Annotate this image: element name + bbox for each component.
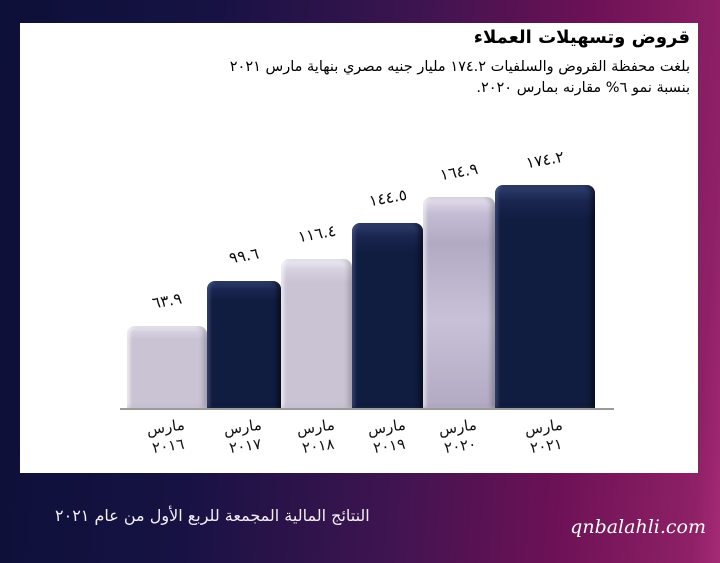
bar-value-label: ١٤٤.٥ [367, 185, 408, 211]
bar-value-label: ١٦٤.٩ [438, 159, 480, 185]
x-axis-label: مارس ٢٠٢٠ [417, 413, 502, 462]
chart-subtitle-line1: بلغت محفظة القروض والسلفيات ١٧٤.٢ مليار … [229, 59, 690, 75]
bar-value-label: ٦٣.٩ [150, 289, 184, 313]
bar [423, 197, 495, 408]
x-axis-label: مارس ٢٠١٧ [202, 413, 287, 462]
chart-subtitle-line2: بنسبة نمو ٦% مقارنه بمارس ٢٠٢٠. [476, 80, 690, 96]
bar [207, 281, 281, 408]
x-axis-label: مارس ٢٠٢١ [503, 413, 588, 462]
bar [495, 185, 595, 408]
website-watermark: qnbalahli.com [570, 516, 706, 538]
chart-subtitle: بلغت محفظة القروض والسلفيات ١٧٤.٢ مليار … [230, 57, 690, 99]
x-axis-label: مارس ٢٠١٨ [274, 413, 359, 462]
chart-title: قروض وتسهيلات العملاء [473, 27, 690, 48]
footer-caption: النتائج المالية المجمعة للربع الأول من ع… [55, 506, 370, 525]
x-axis-line [120, 408, 614, 410]
bar [281, 259, 352, 408]
content-card: قروض وتسهيلات العملاء بلغت محفظة القروض … [20, 23, 698, 473]
bar-chart: ٦٣.٩ مارس ٢٠١٦ ٩٩.٦ مارس ٢٠١٧ ١١٦.٤ مارس ٢٠١٨ ١٤٤… [20, 23, 698, 473]
bar [127, 326, 207, 408]
bar-value-label: ١٧٤.٢ [524, 147, 566, 173]
x-axis-label: مارس ٢٠١٦ [125, 413, 210, 462]
bar [352, 223, 423, 408]
bar-value-label: ١١٦.٤ [296, 221, 337, 247]
x-axis-label: مارس ٢٠١٩ [345, 413, 430, 462]
bar-value-label: ٩٩.٦ [227, 244, 261, 268]
